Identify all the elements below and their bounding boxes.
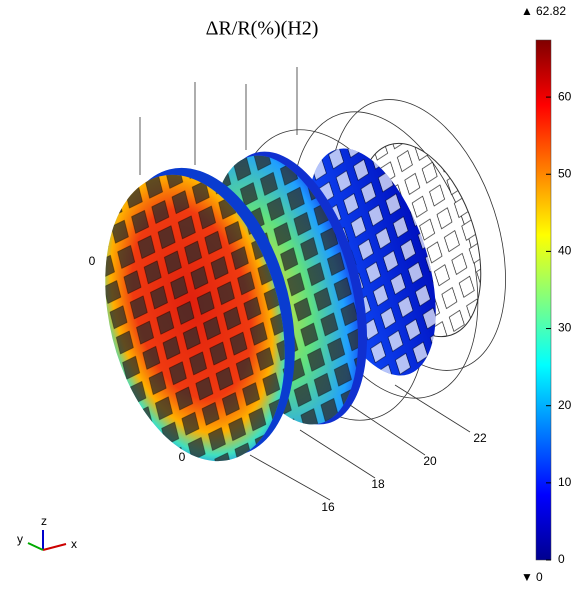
colorbar-tick-label: 40 (558, 244, 572, 258)
triad-label: z (41, 514, 47, 528)
triad-label: x (71, 537, 77, 551)
min-label: 0 (536, 570, 543, 584)
z-axis-tick-label: 0 (89, 254, 96, 268)
y-axis-tick-label: 0 (179, 450, 186, 464)
colorbar (535, 39, 552, 561)
axis-triad (27, 530, 67, 551)
max-label: 62.82 (536, 4, 566, 18)
x-axis-tick-label: 16 (321, 500, 335, 514)
min-marker: ▼ (521, 570, 533, 584)
max-marker: ▲ (521, 4, 533, 18)
colorbar-tick-label: 50 (558, 166, 572, 180)
colorbar-tick-label: 20 (558, 398, 572, 412)
model-3d (105, 67, 506, 501)
colorbar-tick-label: 0 (558, 552, 565, 566)
colorbar-tick-label: 10 (558, 475, 572, 489)
x-axis-tick-label: 22 (473, 431, 487, 445)
x-axis-tick-label: 18 (371, 477, 385, 491)
chart-title: ΔR/R(%)(H2) (206, 18, 319, 40)
colorbar-tick-label: 60 (558, 89, 572, 103)
triad-label: y (17, 532, 23, 546)
x-axis-tick-label: 20 (423, 454, 437, 468)
colorbar-tick-label: 30 (558, 321, 572, 335)
